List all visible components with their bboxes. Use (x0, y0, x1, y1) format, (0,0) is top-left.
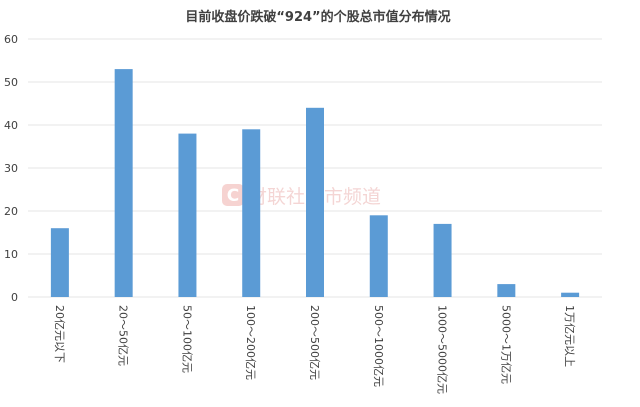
watermark-logo (222, 184, 244, 206)
y-tick-label: 0 (11, 291, 18, 304)
x-tick-label: 500～1000亿元 (372, 305, 385, 387)
x-tick-label: 50～100亿元 (180, 305, 193, 373)
bar (369, 215, 388, 297)
y-tick-label: 40 (4, 119, 18, 132)
bar (114, 69, 133, 297)
y-tick-label: 60 (4, 33, 18, 46)
bar (433, 223, 452, 297)
y-tick-label: 50 (4, 76, 18, 89)
y-tick-label: 30 (4, 162, 18, 175)
x-tick-label: 20亿元以下 (53, 305, 66, 363)
y-tick-label: 20 (4, 205, 18, 218)
x-tick-label: 20～50亿元 (117, 305, 130, 366)
bar (306, 107, 324, 297)
x-tick-label: 200～500亿元 (308, 305, 321, 380)
x-tick-label: 1000～5000亿元 (436, 305, 449, 394)
x-tick-label: 1万亿元以上 (563, 305, 576, 367)
x-tick-label: 5000～1万亿元 (499, 305, 512, 384)
bar (561, 292, 580, 297)
y-tick-label: 10 (4, 248, 18, 261)
bar (497, 284, 516, 297)
watermark-logo-letter: C (227, 186, 239, 206)
bar (50, 228, 69, 297)
bar (242, 129, 261, 297)
bar (178, 133, 197, 297)
x-tick-label: 100～200亿元 (244, 305, 257, 380)
chart-title: 目前收盘价跌破“924”的个股总市值分布情况 (185, 9, 450, 25)
